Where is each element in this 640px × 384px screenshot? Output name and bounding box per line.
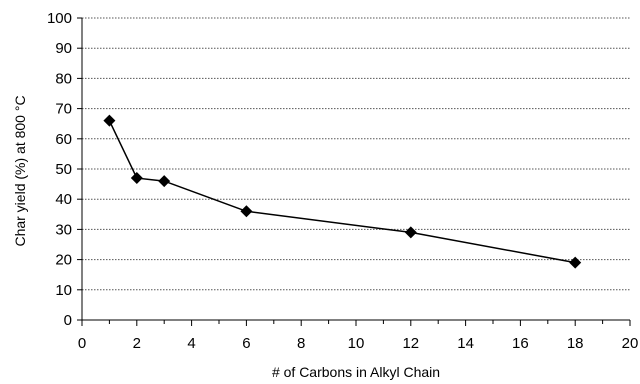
x-axis-label: # of Carbons in Alkyl Chain (272, 364, 440, 380)
data-point-12 (404, 226, 417, 239)
grid-lines (82, 17, 630, 291)
data-point-2 (130, 172, 143, 185)
x-tick-label-10: 10 (348, 335, 365, 352)
x-tick-label-12: 12 (402, 335, 419, 352)
x-tick-label-20: 20 (622, 335, 639, 352)
series-line-0 (108, 120, 576, 264)
x-tick-label-6: 6 (242, 335, 250, 352)
data-point-18 (569, 256, 582, 269)
y-axis-label: Char yield (%) at 800 °C (12, 95, 28, 246)
x-tick-label-0: 0 (78, 335, 86, 352)
y-tick-label-30: 30 (55, 221, 72, 238)
data-point-6 (240, 205, 253, 218)
data-point-1 (103, 114, 116, 127)
y-tick-label-60: 60 (55, 131, 72, 148)
y-tick-label-20: 20 (55, 252, 72, 269)
y-axis-ticks: 0 10 20 30 40 50 60 70 80 90 100 (47, 10, 82, 329)
series-group (103, 114, 582, 269)
x-tick-label-14: 14 (457, 335, 474, 352)
x-tick-label-16: 16 (512, 335, 529, 352)
y-tick-label-100: 100 (47, 10, 72, 27)
x-tick-label-4: 4 (187, 335, 195, 352)
y-tick-label-40: 40 (55, 191, 72, 208)
x-tick-label-8: 8 (297, 335, 305, 352)
y-tick-label-0: 0 (64, 312, 72, 329)
y-tick-label-10: 10 (55, 282, 72, 299)
y-tick-label-90: 90 (55, 40, 72, 57)
x-tick-label-2: 2 (133, 335, 141, 352)
y-tick-label-50: 50 (55, 161, 72, 178)
x-axis-ticks: 0 2 4 6 8 10 12 14 16 18 20 (78, 320, 639, 352)
x-tick-label-18: 18 (567, 335, 584, 352)
y-tick-label-80: 80 (55, 70, 72, 87)
y-tick-label-70: 70 (55, 101, 72, 118)
data-point-3 (158, 175, 171, 188)
